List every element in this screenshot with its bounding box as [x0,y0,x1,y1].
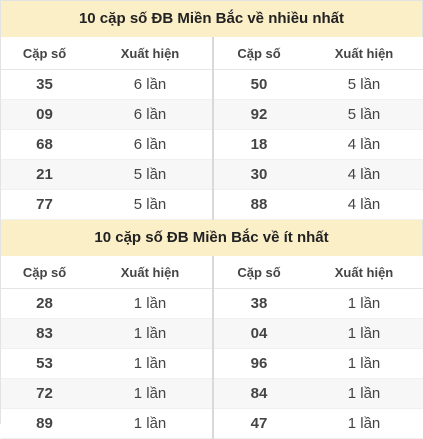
appearance-count: 1 lần [304,378,423,409]
appearance-count: 1 lần [304,288,423,319]
header-count-right: Xuất hiện [304,256,423,289]
appearance-count: 5 lần [88,189,214,220]
appearance-count: 4 lần [304,189,423,220]
pair-number: 72 [1,378,88,409]
pair-number: 28 [1,288,88,319]
header-count-left: Xuất hiện [88,37,214,70]
pair-number: 35 [1,69,88,100]
most-frequent-table: Cặp số Xuất hiện Cặp số Xuất hiện 35 6 l… [1,37,423,220]
pair-number: 77 [1,189,88,220]
table-row: 68 6 lần 18 4 lần [1,129,423,160]
pair-number: 68 [1,129,88,160]
table-row: 53 1 lần 96 1 lần [1,348,423,379]
table-row: 35 6 lần 50 5 lần [1,69,423,100]
appearance-count: 6 lần [88,69,214,100]
pair-number: 53 [1,348,88,379]
pair-number: 09 [1,99,88,130]
appearance-count: 6 lần [88,99,214,130]
pair-number: 88 [213,189,304,220]
table-row: 21 5 lần 30 4 lần [1,159,423,190]
pair-number: 04 [213,318,304,349]
appearance-count: 1 lần [88,378,214,409]
table-row: 83 1 lần 04 1 lần [1,318,423,349]
pair-number: 83 [1,318,88,349]
least-frequent-title: 10 cặp số ĐB Miền Bắc về ít nhất [1,220,422,256]
table-header-row: Cặp số Xuất hiện Cặp số Xuất hiện [1,256,423,289]
appearance-count: 1 lần [88,288,214,319]
pair-number: 50 [213,69,304,100]
appearance-count: 1 lần [304,348,423,379]
pair-number: 84 [213,378,304,409]
appearance-count: 4 lần [304,129,423,160]
table-row: 72 1 lần 84 1 lần [1,378,423,409]
table-row: 09 6 lần 92 5 lần [1,99,423,130]
header-pair-left: Cặp số [1,37,88,70]
pair-number: 96 [213,348,304,379]
appearance-count: 4 lần [304,159,423,190]
appearance-count: 6 lần [88,129,214,160]
appearance-count: 1 lần [88,318,214,349]
appearance-count: 5 lần [304,69,423,100]
table-row: 28 1 lần 38 1 lần [1,288,423,319]
appearance-count: 1 lần [304,318,423,349]
pair-number: 30 [213,159,304,190]
appearance-count: 5 lần [304,99,423,130]
table-header-row: Cặp số Xuất hiện Cặp số Xuất hiện [1,37,423,70]
pair-number: 38 [213,288,304,319]
appearance-count: 5 lần [88,159,214,190]
appearance-count: 1 lần [88,348,214,379]
pair-number: 18 [213,129,304,160]
header-pair-right: Cặp số [213,37,304,70]
header-count-right: Xuất hiện [304,37,423,70]
header-count-left: Xuất hiện [88,256,214,289]
most-frequent-title: 10 cặp số ĐB Miền Bắc về nhiều nhất [1,1,422,37]
table-row: 77 5 lần 88 4 lần [1,189,423,220]
pair-number: 92 [213,99,304,130]
header-pair-left: Cặp số [1,256,88,289]
header-pair-right: Cặp số [213,256,304,289]
pair-number: 21 [1,159,88,190]
least-frequent-table: Cặp số Xuất hiện Cặp số Xuất hiện 28 1 l… [1,256,423,439]
